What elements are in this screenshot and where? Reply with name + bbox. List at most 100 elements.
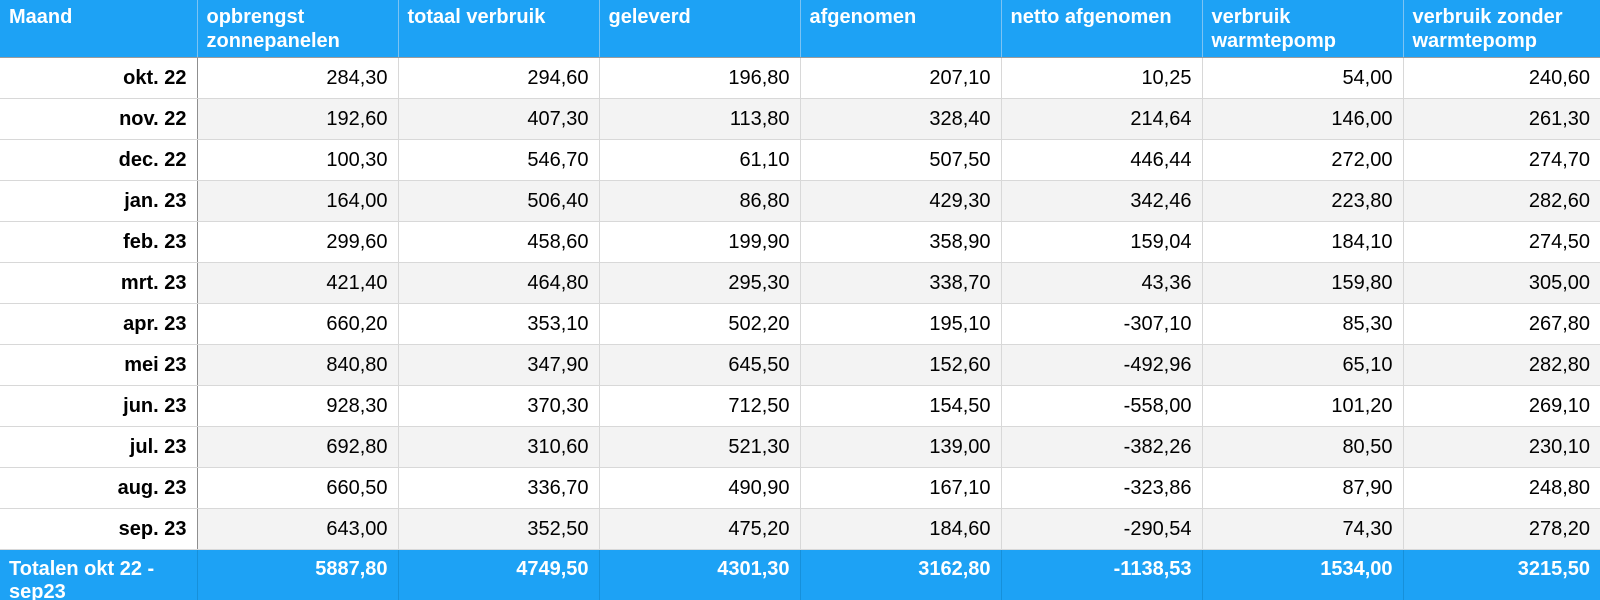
- column-header-netto-afgenomen: netto afgenomen: [1000, 0, 1202, 58]
- value-cell-netto-afgenomen: 214,64: [1000, 98, 1202, 140]
- value-cell-geleverd: 502,20: [598, 303, 800, 345]
- value-cell-afgenomen: 429,30: [799, 180, 1001, 222]
- value-cell-verbruik-warmtepomp: 87,90: [1201, 467, 1403, 509]
- value-cell-afgenomen: 358,90: [799, 221, 1001, 263]
- value-cell-verbruik-warmtepomp: 159,80: [1201, 262, 1403, 304]
- value-cell-verbruik-zonder-warmtepomp: 274,70: [1402, 139, 1600, 181]
- value-cell-verbruik-zonder-warmtepomp: 261,30: [1402, 98, 1600, 140]
- table-row: mrt. 23 421,40 464,80 295,30 338,70 43,36 159,…: [0, 262, 1600, 304]
- value-cell-verbruik-warmtepomp: 74,30: [1201, 508, 1403, 550]
- value-cell-netto-afgenomen: -307,10: [1000, 303, 1202, 345]
- value-cell-netto-afgenomen: 446,44: [1000, 139, 1202, 181]
- value-cell-totaal-verbruik: 464,80: [397, 262, 599, 304]
- value-cell-afgenomen: 507,50: [799, 139, 1001, 181]
- value-cell-netto-afgenomen: -492,96: [1000, 344, 1202, 386]
- table-row: apr. 23 660,20 353,10 502,20 195,10 -307,10 85…: [0, 303, 1600, 345]
- month-cell: apr. 23: [0, 303, 198, 345]
- column-header-afgenomen: afgenomen: [799, 0, 1001, 58]
- month-cell: aug. 23: [0, 467, 198, 509]
- value-cell-netto-afgenomen: 43,36: [1000, 262, 1202, 304]
- month-cell: mrt. 23: [0, 262, 198, 304]
- value-cell-verbruik-zonder-warmtepomp: 248,80: [1402, 467, 1600, 509]
- month-cell: jan. 23: [0, 180, 198, 222]
- month-cell: jul. 23: [0, 426, 198, 468]
- value-cell-opbrengst-zonnepanelen: 421,40: [197, 262, 398, 304]
- month-cell: jun. 23: [0, 385, 198, 427]
- value-cell-opbrengst-zonnepanelen: 299,60: [197, 221, 398, 263]
- value-cell-verbruik-warmtepomp: 223,80: [1201, 180, 1403, 222]
- table-row: jan. 23 164,00 506,40 86,80 429,30 342,46 223,…: [0, 180, 1600, 222]
- totals-row: Totalen okt 22 - sep23 5887,80 4749,50 4301…: [0, 549, 1600, 600]
- value-cell-opbrengst-zonnepanelen: 840,80: [197, 344, 398, 386]
- value-cell-geleverd: 521,30: [598, 426, 800, 468]
- value-cell-totaal-verbruik: 407,30: [397, 98, 599, 140]
- value-cell-opbrengst-zonnepanelen: 192,60: [197, 98, 398, 140]
- value-cell-afgenomen: 167,10: [799, 467, 1001, 509]
- value-cell-opbrengst-zonnepanelen: 164,00: [197, 180, 398, 222]
- value-cell-opbrengst-zonnepanelen: 660,20: [197, 303, 398, 345]
- value-cell-verbruik-warmtepomp: 101,20: [1201, 385, 1403, 427]
- value-cell-verbruik-zonder-warmtepomp: 278,20: [1402, 508, 1600, 550]
- value-cell-verbruik-zonder-warmtepomp: 274,50: [1402, 221, 1600, 263]
- column-header-maand: Maand: [0, 0, 197, 58]
- value-cell-netto-afgenomen: -382,26: [1000, 426, 1202, 468]
- totals-value-geleverd: 4301,30: [598, 549, 800, 600]
- column-header-verbruik-warmtepomp: verbruik warmtepomp: [1201, 0, 1403, 58]
- value-cell-totaal-verbruik: 347,90: [397, 344, 599, 386]
- value-cell-geleverd: 113,80: [598, 98, 800, 140]
- table-row: jun. 23 928,30 370,30 712,50 154,50 -558,00 10…: [0, 385, 1600, 427]
- month-cell: dec. 22: [0, 139, 198, 181]
- value-cell-verbruik-warmtepomp: 80,50: [1201, 426, 1403, 468]
- value-cell-afgenomen: 152,60: [799, 344, 1001, 386]
- value-cell-verbruik-warmtepomp: 146,00: [1201, 98, 1403, 140]
- value-cell-geleverd: 475,20: [598, 508, 800, 550]
- value-cell-geleverd: 712,50: [598, 385, 800, 427]
- value-cell-afgenomen: 207,10: [799, 57, 1001, 99]
- value-cell-verbruik-warmtepomp: 184,10: [1201, 221, 1403, 263]
- column-header-totaal-verbruik: totaal verbruik: [397, 0, 599, 58]
- value-cell-verbruik-zonder-warmtepomp: 282,80: [1402, 344, 1600, 386]
- value-cell-opbrengst-zonnepanelen: 928,30: [197, 385, 398, 427]
- table-row: okt. 22 284,30 294,60 196,80 207,10 10,25 54,0…: [0, 57, 1600, 99]
- column-header-opbrengst-zonnepanelen: opbrengst zonnepanelen: [196, 0, 398, 58]
- value-cell-verbruik-warmtepomp: 272,00: [1201, 139, 1403, 181]
- value-cell-totaal-verbruik: 546,70: [397, 139, 599, 181]
- value-cell-verbruik-zonder-warmtepomp: 230,10: [1402, 426, 1600, 468]
- value-cell-opbrengst-zonnepanelen: 660,50: [197, 467, 398, 509]
- totals-value-totaal-verbruik: 4749,50: [397, 549, 599, 600]
- month-cell: mei 23: [0, 344, 198, 386]
- value-cell-verbruik-warmtepomp: 65,10: [1201, 344, 1403, 386]
- value-cell-netto-afgenomen: 159,04: [1000, 221, 1202, 263]
- table-row: dec. 22 100,30 546,70 61,10 507,50 446,44 272,…: [0, 139, 1600, 181]
- value-cell-geleverd: 490,90: [598, 467, 800, 509]
- value-cell-netto-afgenomen: -323,86: [1000, 467, 1202, 509]
- table-row: mei 23 840,80 347,90 645,50 152,60 -492,96 65,…: [0, 344, 1600, 386]
- value-cell-verbruik-warmtepomp: 85,30: [1201, 303, 1403, 345]
- value-cell-opbrengst-zonnepanelen: 692,80: [197, 426, 398, 468]
- value-cell-afgenomen: 195,10: [799, 303, 1001, 345]
- table-row: aug. 23 660,50 336,70 490,90 167,10 -323,86 87…: [0, 467, 1600, 509]
- value-cell-totaal-verbruik: 294,60: [397, 57, 599, 99]
- totals-label: Totalen okt 22 - sep23: [0, 549, 197, 600]
- value-cell-verbruik-zonder-warmtepomp: 282,60: [1402, 180, 1600, 222]
- value-cell-verbruik-zonder-warmtepomp: 267,80: [1402, 303, 1600, 345]
- value-cell-totaal-verbruik: 458,60: [397, 221, 599, 263]
- value-cell-afgenomen: 139,00: [799, 426, 1001, 468]
- value-cell-afgenomen: 154,50: [799, 385, 1001, 427]
- month-cell: nov. 22: [0, 98, 198, 140]
- totals-value-opbrengst-zonnepanelen: 5887,80: [196, 549, 398, 600]
- totals-value-verbruik-zonder-warmtepomp: 3215,50: [1402, 549, 1600, 600]
- totals-value-verbruik-warmtepomp: 1534,00: [1201, 549, 1403, 600]
- value-cell-afgenomen: 328,40: [799, 98, 1001, 140]
- value-cell-verbruik-zonder-warmtepomp: 305,00: [1402, 262, 1600, 304]
- month-cell: okt. 22: [0, 57, 198, 99]
- column-header-geleverd: geleverd: [598, 0, 800, 58]
- table-row: jul. 23 692,80 310,60 521,30 139,00 -382,26 80…: [0, 426, 1600, 468]
- value-cell-afgenomen: 184,60: [799, 508, 1001, 550]
- value-cell-netto-afgenomen: 10,25: [1000, 57, 1202, 99]
- value-cell-verbruik-warmtepomp: 54,00: [1201, 57, 1403, 99]
- totals-value-afgenomen: 3162,80: [799, 549, 1001, 600]
- value-cell-geleverd: 86,80: [598, 180, 800, 222]
- value-cell-netto-afgenomen: 342,46: [1000, 180, 1202, 222]
